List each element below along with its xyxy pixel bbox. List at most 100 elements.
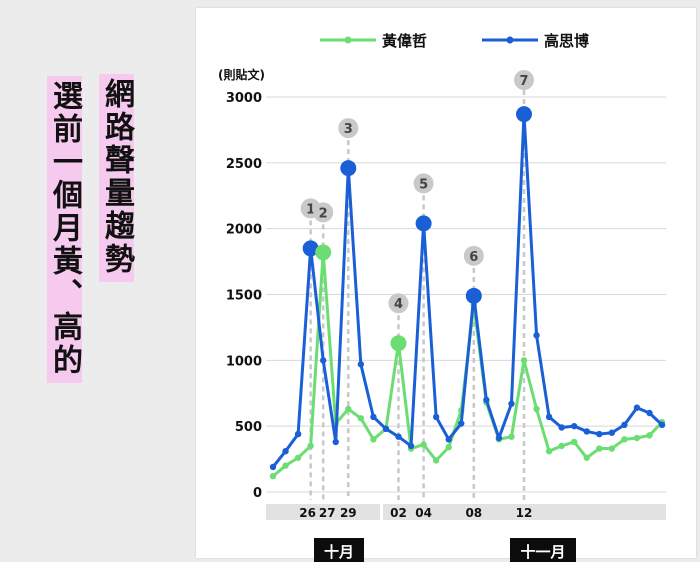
- highlight-badge-7: [514, 70, 534, 90]
- series-0-point-29: [633, 434, 641, 442]
- series-0-point-0: [269, 473, 277, 480]
- highlight-badge-label-5: 5: [419, 177, 428, 192]
- series-1-point-0: [269, 463, 277, 471]
- series-0-point-28: [621, 436, 628, 443]
- series-0-point-27: [608, 445, 616, 452]
- series-1-point-15: [458, 420, 465, 427]
- series-1-point-18: [495, 434, 503, 442]
- month-label-1: 十一月: [520, 543, 565, 561]
- highlight-badge-4: [388, 293, 409, 314]
- highlight-point-4: [390, 335, 407, 352]
- highlight-point-5: [415, 215, 432, 232]
- series-1-point-22: [545, 413, 553, 421]
- highlight-point-2: [315, 244, 332, 261]
- series-0-point-8: [370, 436, 377, 443]
- highlight-point-1: [302, 240, 319, 257]
- x-tick-label-26: 26: [299, 506, 316, 520]
- title-line-1: 網路聲量趨勢: [98, 72, 134, 284]
- series-1-point-7: [357, 361, 365, 368]
- series-1-point-9: [382, 425, 390, 432]
- y-axis-label: (則貼文): [218, 67, 265, 82]
- series-1-point-1: [282, 447, 289, 455]
- x-tick-label-12: 12: [516, 506, 533, 520]
- y-tick-label-1000: 1000: [226, 354, 262, 369]
- series-line-1: [271, 112, 664, 468]
- series-1-point-17: [483, 396, 490, 404]
- legend-marker-0: [344, 36, 352, 44]
- series-0-point-23: [558, 442, 565, 450]
- series-0-point-13: [432, 457, 440, 464]
- highlight-badge-label-6: 6: [469, 250, 478, 265]
- highlight-badge-6: [463, 245, 484, 266]
- series-1-point-31: [658, 421, 666, 429]
- series-0-point-24: [571, 438, 578, 446]
- series-1-point-23: [558, 424, 565, 431]
- x-tick-label-08: 08: [465, 506, 482, 520]
- series-1-point-8: [370, 413, 377, 421]
- x-axis-band-nov: [383, 504, 666, 520]
- series-0-point-3: [307, 442, 314, 450]
- x-tick-label-02: 02: [390, 506, 407, 520]
- series-1-point-11: [407, 442, 415, 450]
- series-1-point-26: [596, 430, 603, 438]
- highlight-badge-3: [338, 118, 359, 139]
- legend-marker-1: [506, 36, 514, 44]
- series-0-point-25: [583, 454, 590, 461]
- series-0-point-22: [545, 447, 553, 455]
- title-line-2: 選前一個月黃、高的: [46, 74, 82, 385]
- y-tick-label-500: 500: [235, 420, 262, 435]
- series-1-point-5: [332, 438, 339, 446]
- series-1-point-28: [621, 421, 628, 429]
- series-0-point-21: [533, 405, 540, 413]
- highlight-point-3: [340, 160, 357, 177]
- x-axis-band-oct: [266, 504, 380, 520]
- title-line-1-text: 網路聲量趨勢: [99, 74, 134, 282]
- series-0-point-1: [282, 462, 289, 469]
- series-0-point-7: [357, 415, 365, 422]
- series-0-point-26: [596, 445, 603, 452]
- series-1-point-25: [583, 428, 590, 435]
- y-tick-label-2000: 2000: [226, 223, 262, 238]
- legend-label-1: 高思博: [544, 32, 589, 50]
- series-1-point-30: [646, 409, 653, 417]
- series-0-point-12: [420, 441, 427, 448]
- y-tick-label-1500: 1500: [226, 289, 262, 304]
- highlight-badge-5: [413, 173, 434, 194]
- highlight-badge-label-2: 2: [319, 206, 328, 221]
- title-line-2-text: 選前一個月黃、高的: [47, 76, 82, 383]
- series-0-point-2: [294, 454, 302, 461]
- series-0-point-30: [646, 432, 653, 439]
- x-tick-label-27: 27: [319, 506, 336, 520]
- series-1-point-19: [508, 400, 515, 407]
- series-1-point-10: [395, 433, 402, 440]
- month-box-0: [314, 538, 364, 562]
- y-tick-label-2500: 2500: [226, 157, 262, 172]
- series-1-point-24: [571, 422, 578, 430]
- series-0-point-14: [445, 444, 452, 451]
- series-0-point-19: [508, 433, 515, 440]
- series-1-point-27: [608, 429, 616, 436]
- highlight-badge-2: [313, 202, 334, 223]
- highlight-point-7: [516, 106, 532, 123]
- y-tick-label-3000: 3000: [226, 91, 262, 106]
- highlight-badge-label-3: 3: [344, 122, 353, 137]
- series-1-point-13: [432, 413, 440, 421]
- series-1-point-2: [294, 430, 302, 438]
- series-0-point-6: [345, 405, 352, 413]
- series-1-point-21: [533, 332, 540, 339]
- legend-label-0: 黃偉哲: [382, 32, 427, 50]
- month-box-1: [510, 538, 576, 562]
- series-1-point-29: [633, 404, 641, 411]
- highlight-badge-label-1: 1: [306, 202, 315, 217]
- x-tick-label-29: 29: [340, 506, 357, 520]
- chart-card: [196, 8, 696, 558]
- month-label-0: 十月: [324, 543, 354, 561]
- series-0-point-20: [520, 357, 528, 364]
- highlight-point-6: [465, 287, 482, 304]
- highlight-badge-label-7: 7: [519, 74, 528, 89]
- series-1-point-4: [320, 357, 327, 364]
- y-tick-label-0: 0: [253, 486, 262, 501]
- highlight-badge-label-4: 4: [394, 297, 403, 312]
- x-tick-label-04: 04: [415, 506, 432, 520]
